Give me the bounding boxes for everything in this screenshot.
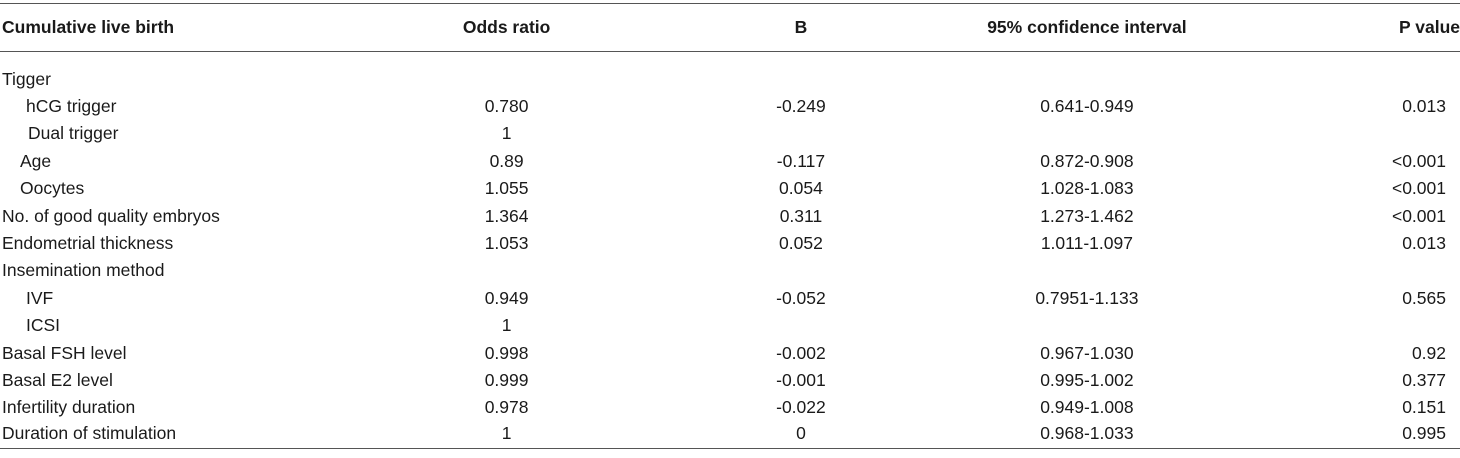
confidence-interval-cell: 1.273-1.462: [1040, 205, 1134, 226]
table-row: Infertility duration 0.978 -0.022 0.949-1.0…: [0, 394, 1460, 421]
row-label: Basal E2 level: [2, 369, 113, 390]
row-label: Basal FSH level: [2, 342, 127, 363]
table-row: Dual trigger 1: [0, 120, 1460, 147]
b-coefficient-cell: -0.002: [776, 342, 826, 363]
odds-ratio-cell: 0.89: [489, 150, 524, 171]
header-row: Cumulative live birth Odds ratio B 95% c…: [0, 3, 1460, 52]
header-b: B: [660, 3, 941, 52]
confidence-interval-cell: 0.967-1.030: [1040, 342, 1134, 363]
row-label: Oocytes: [20, 178, 85, 199]
table-row: Insemination method: [0, 257, 1460, 284]
row-label: Endometrial thickness: [2, 233, 174, 254]
odds-ratio-cell: 0.978: [484, 397, 529, 418]
p-value-cell: 0.013: [1402, 233, 1446, 254]
confidence-interval-cell: 0.995-1.002: [1040, 369, 1134, 390]
row-label: Insemination method: [2, 260, 165, 281]
row-label: IVF: [26, 287, 54, 308]
table-row: Age 0.89 -0.117 0.872-0.908 <0.001: [0, 148, 1460, 175]
header-cumulative-live-birth: Cumulative live birth: [0, 3, 353, 52]
confidence-interval-cell: [941, 257, 1233, 284]
b-coefficient-cell: 0.311: [779, 205, 823, 226]
p-value-cell: 0.151: [1402, 397, 1446, 418]
row-label: Age: [20, 150, 52, 171]
table-row: Basal FSH level 0.998 -0.002 0.967-1.030 0.9…: [0, 339, 1460, 366]
table-row: Basal E2 level 0.999 -0.001 0.995-1.002 0.37…: [0, 367, 1460, 394]
header-confidence-interval: 95% confidence interval: [940, 3, 1233, 52]
row-label: hCG trigger: [26, 96, 117, 117]
b-coefficient-cell: -0.001: [776, 369, 826, 390]
p-value-cell: 0.013: [1402, 96, 1446, 117]
b-coefficient-cell: -0.249: [776, 96, 826, 117]
p-value-cell: 0.377: [1402, 369, 1446, 390]
header-p-value: P value: [1232, 3, 1460, 52]
header-odds-ratio: Odds ratio: [352, 3, 661, 52]
table-row: hCG trigger 0.780 -0.249 0.641-0.949 0.013: [0, 93, 1460, 120]
odds-ratio-cell: 0.999: [484, 369, 529, 390]
b-coefficient-cell: 0.054: [779, 178, 823, 199]
b-coefficient-cell: [661, 120, 941, 147]
odds-ratio-cell: [352, 66, 661, 93]
confidence-interval-cell: 0.949-1.008: [1040, 397, 1134, 418]
table-body: Tigger hCG trigger 0.780 -0.249 0.641-0.949 0…: [0, 52, 1460, 450]
confidence-interval-cell: [941, 120, 1233, 147]
p-value-cell: [1233, 257, 1460, 284]
b-coefficient-cell: 0: [660, 421, 941, 450]
p-value-cell: [1233, 312, 1460, 339]
b-coefficient-cell: -0.022: [776, 397, 826, 418]
confidence-interval-cell: 0.872-0.908: [1040, 150, 1134, 171]
p-value-cell: [1233, 120, 1460, 147]
b-coefficient-cell: -0.117: [776, 150, 826, 171]
odds-ratio-cell: 1.364: [484, 205, 529, 226]
odds-ratio-cell: 1: [352, 421, 661, 450]
odds-ratio-cell: 1.053: [484, 233, 529, 254]
table-row: Endometrial thickness 1.053 0.052 1.011-1.0…: [0, 230, 1460, 257]
table-row: IVF 0.949 -0.052 0.7951-1.133 0.565: [0, 285, 1460, 312]
confidence-interval-cell: 0.7951-1.133: [1035, 287, 1139, 308]
cumulative-live-birth-table: Cumulative live birth Odds ratio B 95% c…: [0, 3, 1460, 450]
table-row: Tigger: [0, 66, 1460, 93]
table-row: Oocytes 1.055 0.054 1.028-1.083 <0.001: [0, 175, 1460, 202]
p-value-cell: <0.001: [1391, 150, 1446, 171]
row-label: Infertility duration: [2, 397, 136, 418]
odds-ratio-cell: 0.998: [484, 342, 529, 363]
odds-ratio-cell: 1: [501, 315, 512, 336]
row-label: No. of good quality embryos: [2, 205, 220, 226]
table-row: No. of good quality embryos 1.364 0.311 1.2…: [0, 202, 1460, 229]
b-coefficient-cell: [661, 257, 941, 284]
row-label: Tigger: [2, 68, 51, 89]
table-spacer: [0, 52, 1460, 66]
b-coefficient-cell: -0.052: [776, 287, 826, 308]
confidence-interval-cell: 1.011-1.097: [1040, 233, 1133, 254]
confidence-interval-cell: 0.641-0.949: [1040, 96, 1134, 117]
p-value-cell: 0.92: [1411, 342, 1446, 363]
p-value-cell: 0.565: [1402, 287, 1446, 308]
b-coefficient-cell: [661, 66, 941, 93]
confidence-interval-cell: 1.028-1.083: [1040, 178, 1134, 199]
confidence-interval-cell: [941, 66, 1233, 93]
confidence-interval-cell: 0.968-1.033: [940, 421, 1233, 450]
table-row: Duration of stimulation 1 0 0.968-1.033 0.99…: [0, 421, 1460, 450]
p-value-cell: 0.995: [1232, 421, 1460, 450]
row-label: Duration of stimulation: [0, 421, 353, 450]
odds-ratio-cell: 1.055: [484, 178, 529, 199]
confidence-interval-cell: [941, 312, 1233, 339]
odds-ratio-cell: 0.780: [484, 96, 529, 117]
p-value-cell: <0.001: [1391, 205, 1446, 226]
table-header: Cumulative live birth Odds ratio B 95% c…: [0, 3, 1460, 52]
b-coefficient-cell: [661, 312, 941, 339]
odds-ratio-cell: 1: [501, 123, 512, 144]
b-coefficient-cell: 0.052: [779, 233, 823, 254]
odds-ratio-cell: 0.949: [484, 287, 529, 308]
p-value-cell: [1233, 66, 1460, 93]
odds-ratio-cell: [352, 257, 661, 284]
p-value-cell: <0.001: [1391, 178, 1446, 199]
row-label: ICSI: [26, 315, 61, 336]
table-row: ICSI 1: [0, 312, 1460, 339]
row-label: Dual trigger: [28, 123, 119, 144]
